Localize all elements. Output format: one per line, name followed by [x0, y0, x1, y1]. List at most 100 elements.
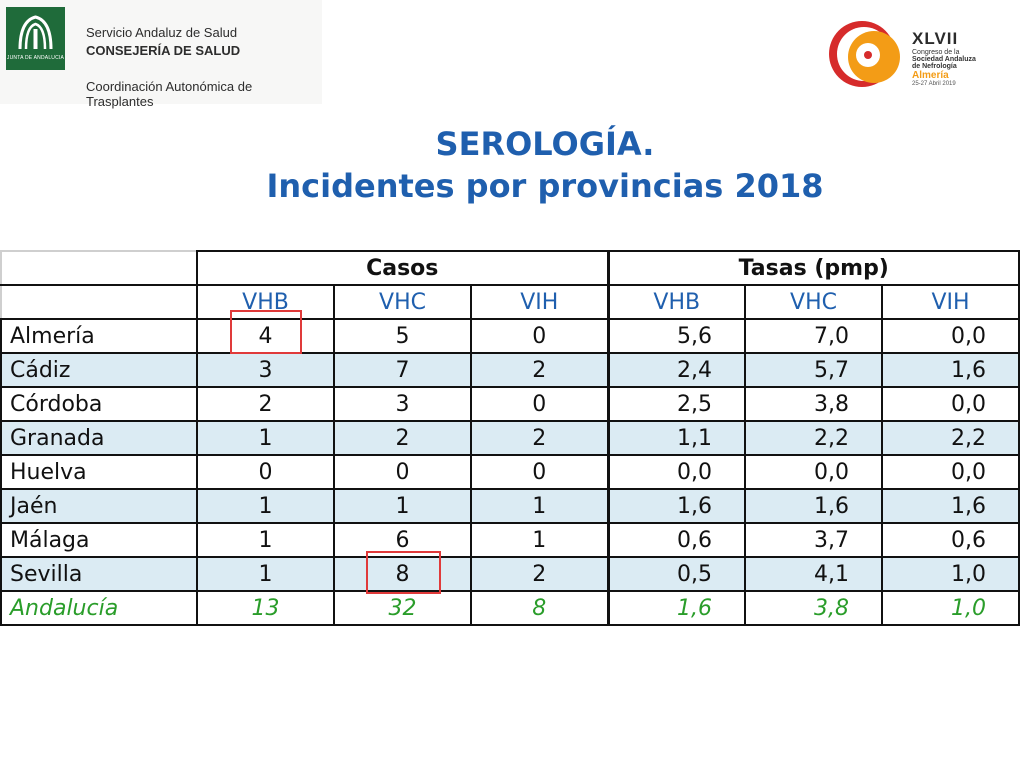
row-label: Andalucía — [0, 590, 198, 626]
table-row: Huelva 0 0 0 0,0 0,0 0,0 — [0, 454, 1020, 490]
case-count-cell: 2 — [470, 556, 609, 592]
sub-header-casos-vhc: VHC — [333, 284, 472, 320]
case-count-cell: 8 — [333, 556, 472, 592]
rate-cell: 0,6 — [606, 522, 746, 558]
coordinacion-name: Coordinación Autonómica de Trasplantes — [86, 79, 253, 109]
corner-cell — [0, 250, 198, 286]
consejeria-name: CONSEJERÍA DE SALUD — [86, 43, 241, 58]
case-count-cell: 8 — [470, 590, 609, 626]
case-count-cell: 1 — [470, 522, 609, 558]
case-count-cell: 2 — [470, 420, 609, 456]
case-count-cell: 0 — [333, 454, 472, 490]
group-header-row: Casos Tasas (pmp) — [0, 250, 1020, 286]
case-count-cell: 5 — [333, 318, 472, 354]
rate-cell: 1,6 — [881, 352, 1020, 388]
rate-cell: 1,1 — [606, 420, 746, 456]
rate-cell: 1,6 — [606, 590, 746, 626]
congress-line-2: Sociedad Andaluza — [912, 56, 976, 63]
rate-cell: 0,0 — [606, 454, 746, 490]
case-count-cell: 1 — [196, 420, 335, 456]
row-label: Sevilla — [0, 556, 198, 592]
case-count-cell: 0 — [470, 318, 609, 354]
case-count-cell: 3 — [196, 352, 335, 388]
rate-cell: 3,8 — [744, 590, 883, 626]
row-label: Granada — [0, 420, 198, 456]
case-count-cell: 3 — [333, 386, 472, 422]
case-count-cell: 0 — [470, 454, 609, 490]
row-label: Cádiz — [0, 352, 198, 388]
case-count-cell: 32 — [333, 590, 472, 626]
rate-cell: 1,6 — [606, 488, 746, 524]
rate-cell: 7,0 — [744, 318, 883, 354]
sas-name: Servicio Andaluz de Salud — [86, 25, 238, 40]
row-label: Almería — [0, 318, 198, 354]
row-label: Córdoba — [0, 386, 198, 422]
rate-cell: 2,5 — [606, 386, 746, 422]
case-count-cell: 1 — [333, 488, 472, 524]
case-count-cell: 0 — [470, 386, 609, 422]
congress-logo: XLVII Congreso de la Sociedad Andaluza d… — [820, 15, 1020, 95]
table-row: Córdoba 2 3 0 2,5 3,8 0,0 — [0, 386, 1020, 422]
rate-cell: 4,1 — [744, 556, 883, 592]
corner-cell — [0, 284, 198, 320]
table-row: Sevilla 1 8 2 0,5 4,1 1,0 — [0, 556, 1020, 592]
table-body: Almería 4 5 0 5,6 7,0 0,0 Cádiz 3 7 2 2,4 5,7 1,6 Córd… — [0, 318, 1020, 626]
table-row: Jaén 1 1 1 1,6 1,6 1,6 — [0, 488, 1020, 524]
case-count-cell: 1 — [196, 488, 335, 524]
rate-cell: 0,6 — [881, 522, 1020, 558]
table-row: Granada 1 2 2 1,1 2,2 2,2 — [0, 420, 1020, 456]
case-count-cell: 2 — [333, 420, 472, 456]
case-count-cell: 4 — [196, 318, 335, 354]
case-count-cell: 2 — [470, 352, 609, 388]
sub-header-casos-vih: VIH — [470, 284, 609, 320]
rate-cell: 0,0 — [881, 318, 1020, 354]
rate-cell: 1,0 — [881, 556, 1020, 592]
rate-cell: 2,2 — [881, 420, 1020, 456]
group-header-casos: Casos — [196, 250, 609, 286]
congress-line-3: de Nefrología — [912, 63, 957, 70]
rate-cell: 5,7 — [744, 352, 883, 388]
rate-cell: 0,0 — [881, 386, 1020, 422]
case-count-cell: 0 — [196, 454, 335, 490]
case-count-cell: 1 — [196, 522, 335, 558]
rate-cell: 1,6 — [744, 488, 883, 524]
case-count-cell: 6 — [333, 522, 472, 558]
congress-dates: 25-27 Abril 2019 — [912, 81, 956, 87]
total-row: Andalucía 13 32 8 1,6 3,8 1,0 — [0, 590, 1020, 626]
table-row: Málaga 1 6 1 0,6 3,7 0,6 — [0, 522, 1020, 558]
sub-header-tasas-vhb: VHB — [606, 284, 746, 320]
rate-cell: 5,6 — [606, 318, 746, 354]
rate-cell: 1,0 — [881, 590, 1020, 626]
congress-number: XLVII — [912, 29, 959, 48]
congress-city: Almería — [912, 70, 949, 81]
sub-header-tasas-vih: VIH — [881, 284, 1020, 320]
junta-andalucia-logo: JUNTA DE ANDALUCIA Servicio Andaluz de S… — [0, 0, 322, 109]
rate-cell: 1,6 — [881, 488, 1020, 524]
junta-emblem-icon: JUNTA DE ANDALUCIA — [6, 7, 65, 70]
table-row: Cádiz 3 7 2 2,4 5,7 1,6 — [0, 352, 1020, 388]
rate-cell: 3,8 — [744, 386, 883, 422]
serology-table: Casos Tasas (pmp) VHB VHC VIH VHB VHC VI… — [0, 250, 1020, 626]
row-label: Huelva — [0, 454, 198, 490]
rate-cell: 0,0 — [881, 454, 1020, 490]
case-count-cell: 7 — [333, 352, 472, 388]
group-header-tasas: Tasas (pmp) — [606, 250, 1020, 286]
case-count-cell: 13 — [196, 590, 335, 626]
row-label: Málaga — [0, 522, 198, 558]
rate-cell: 0,5 — [606, 556, 746, 592]
rate-cell: 2,4 — [606, 352, 746, 388]
sub-header-casos-vhb: VHB — [196, 284, 335, 320]
congress-mark-icon — [829, 21, 900, 87]
slide-title: SEROLOGÍA. — [435, 125, 655, 163]
case-count-cell: 1 — [196, 556, 335, 592]
rate-cell: 3,7 — [744, 522, 883, 558]
table-row: Almería 4 5 0 5,6 7,0 0,0 — [0, 318, 1020, 354]
rate-cell: 0,0 — [744, 454, 883, 490]
slide-subtitle: Incidentes por provincias 2018 — [266, 167, 824, 205]
sub-header-row: VHB VHC VIH VHB VHC VIH — [0, 284, 1020, 320]
row-label: Jaén — [0, 488, 198, 524]
rate-cell: 2,2 — [744, 420, 883, 456]
junta-emblem-text: JUNTA DE ANDALUCIA — [6, 55, 65, 61]
case-count-cell: 2 — [196, 386, 335, 422]
sub-header-tasas-vhc: VHC — [744, 284, 883, 320]
